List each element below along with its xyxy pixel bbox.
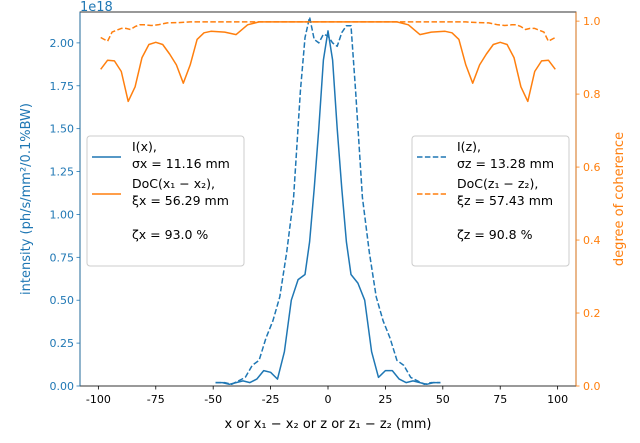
y-right-tick-label: 0.0 xyxy=(583,380,601,393)
y-left-tick-label: 2.00 xyxy=(50,37,75,50)
x-tick-label: 100 xyxy=(547,393,568,406)
y-left-tick-label: 0.25 xyxy=(50,337,75,350)
y-left-tick-label: 0.75 xyxy=(50,251,75,264)
axis-layer: -100 -75 -50 -25 0 25 50 75 100 0.00 0.25 0.50 0.75 1… xyxy=(50,15,601,406)
y-axis-label-right: degree of coherence xyxy=(612,132,627,266)
x-tick-label: -100 xyxy=(86,393,111,406)
x-tick-label: 0 xyxy=(325,393,332,406)
legend-label: DoC(x₁ − x₂), xyxy=(132,176,215,191)
x-tick-label: -50 xyxy=(204,393,222,406)
legend-left: I(x), σx = 11.16 mm DoC(x₁ − x₂), ξx = 56.2… xyxy=(86,135,245,267)
legend-label: DoC(z₁ − z₂), xyxy=(457,176,538,191)
legend-label: I(x), xyxy=(132,139,157,154)
y-axis-label-left: intensity (ph/s/mm²/0.1%BW) xyxy=(19,103,34,295)
legend-label: ζx = 93.0 % xyxy=(132,227,208,242)
y-left-tick-label: 1.75 xyxy=(50,80,75,93)
x-tick-label: 75 xyxy=(493,393,507,406)
legend-label: ζz = 90.8 % xyxy=(457,227,533,242)
y-left-tick-label: 1.50 xyxy=(50,123,75,136)
y-right-tick-label: 0.2 xyxy=(583,307,601,320)
x-tick-label: 25 xyxy=(378,393,392,406)
legend-right: I(z), σz = 13.28 mm DoC(z₁ − z₂), ξz = 57.4… xyxy=(411,135,570,267)
x-tick-label: -25 xyxy=(262,393,280,406)
y-left-tick-label: 1.25 xyxy=(50,166,75,179)
coherence-dashed-series-line xyxy=(100,21,556,42)
coherence-solid-series-line xyxy=(100,21,556,103)
intensity-solid-series-line xyxy=(215,30,441,386)
legend-box xyxy=(411,135,570,267)
x-tick-label: 50 xyxy=(436,393,450,406)
legend-label: I(z), xyxy=(457,139,481,154)
legend-label: σx = 11.16 mm xyxy=(132,156,230,171)
legend-label: ξx = 56.29 mm xyxy=(132,193,229,208)
series-layer xyxy=(100,16,556,386)
y-left-tick-label: 0.00 xyxy=(50,380,75,393)
legend-label: ξz = 57.43 mm xyxy=(457,193,553,208)
intensity-dashed-series-line xyxy=(215,16,441,386)
legend-label: σz = 13.28 mm xyxy=(457,156,554,171)
y-right-tick-label: 1.0 xyxy=(583,15,601,28)
y-left-tick-label: 1.00 xyxy=(50,208,75,221)
y-right-tick-label: 0.8 xyxy=(583,88,601,101)
left-axis-multiplier: 1e18 xyxy=(80,0,113,15)
legend-box xyxy=(86,135,245,267)
x-axis-label: x or x₁ − x₂ or z or z₁ − z₂ (mm) xyxy=(224,417,431,432)
y-right-tick-label: 0.4 xyxy=(583,234,601,247)
y-left-tick-label: 0.50 xyxy=(50,294,75,307)
y-right-tick-label: 0.6 xyxy=(583,161,601,174)
x-tick-label: -75 xyxy=(147,393,165,406)
